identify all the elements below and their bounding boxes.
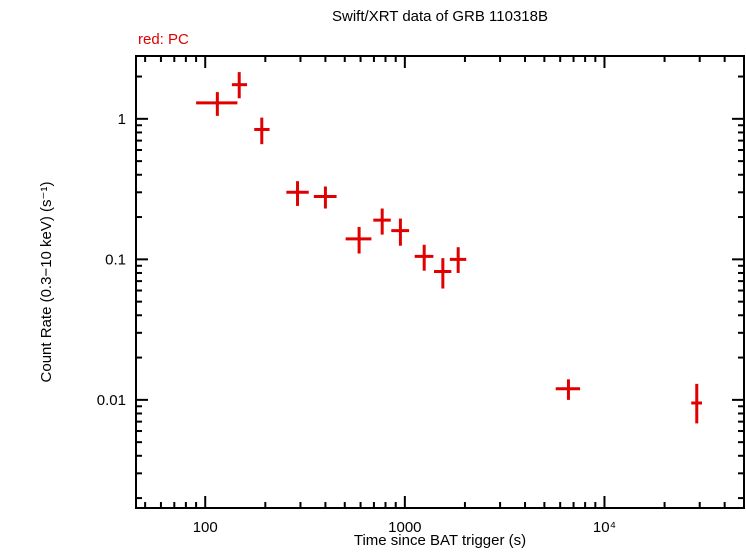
x-tick-label: 100: [193, 519, 218, 536]
x-tick-label: 1000: [388, 519, 421, 536]
x-tick-label: 10⁴: [593, 519, 616, 536]
y-tick-label: 0.1: [105, 251, 126, 268]
axes-frame: [135, 55, 745, 509]
pc-mode-annotation: red: PC: [138, 31, 189, 48]
x-axis-label: Time since BAT trigger (s): [353, 532, 527, 549]
y-tick-label: 0.01: [97, 392, 126, 409]
y-tick-label: 1: [118, 111, 126, 128]
chart-title: Swift/XRT data of GRB 110318B: [332, 8, 548, 25]
